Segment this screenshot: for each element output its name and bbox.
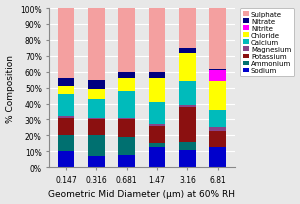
Bar bbox=[118, 91, 135, 118]
Bar bbox=[149, 126, 165, 144]
Bar bbox=[149, 79, 165, 102]
Bar bbox=[118, 72, 135, 79]
Bar bbox=[58, 87, 74, 95]
Bar bbox=[88, 156, 105, 167]
Bar bbox=[209, 131, 226, 147]
Bar bbox=[58, 79, 74, 87]
Bar bbox=[58, 136, 74, 152]
Bar bbox=[209, 69, 226, 71]
Bar bbox=[179, 49, 196, 53]
Bar bbox=[149, 102, 165, 125]
Bar bbox=[209, 82, 226, 110]
Legend: Sulphate, Nitrate, Nitrite, Chloride, Calcium, Magnesium, Potassium, Ammonium, S: Sulphate, Nitrate, Nitrite, Chloride, Ca… bbox=[240, 9, 294, 77]
Bar bbox=[149, 72, 165, 79]
Bar bbox=[209, 9, 226, 69]
Bar bbox=[58, 9, 74, 79]
Bar bbox=[149, 125, 165, 126]
Bar bbox=[58, 117, 74, 118]
Bar bbox=[88, 120, 105, 136]
Bar bbox=[179, 9, 196, 49]
Bar bbox=[209, 147, 226, 167]
Bar bbox=[58, 95, 74, 117]
Bar bbox=[88, 9, 105, 80]
Bar bbox=[58, 152, 74, 167]
Bar bbox=[149, 144, 165, 147]
Bar bbox=[118, 9, 135, 72]
Bar bbox=[118, 137, 135, 155]
Bar bbox=[179, 150, 196, 167]
Bar bbox=[209, 128, 226, 131]
Bar bbox=[88, 136, 105, 156]
Bar bbox=[58, 118, 74, 136]
Bar bbox=[179, 107, 196, 142]
Bar bbox=[179, 53, 196, 82]
Bar bbox=[149, 9, 165, 72]
Bar bbox=[149, 147, 165, 167]
Bar bbox=[209, 71, 226, 82]
Bar bbox=[88, 80, 105, 90]
Bar bbox=[209, 110, 226, 128]
Bar bbox=[88, 118, 105, 120]
Bar bbox=[88, 90, 105, 99]
Bar bbox=[179, 106, 196, 107]
Bar bbox=[179, 82, 196, 106]
Bar bbox=[88, 99, 105, 118]
Bar bbox=[118, 79, 135, 91]
Y-axis label: % Composition: % Composition bbox=[6, 54, 15, 122]
X-axis label: Geometric Mid Diameter (µm) at 60% RH: Geometric Mid Diameter (µm) at 60% RH bbox=[48, 190, 236, 198]
Bar bbox=[118, 120, 135, 137]
Bar bbox=[118, 155, 135, 167]
Bar bbox=[118, 118, 135, 120]
Bar bbox=[179, 142, 196, 150]
